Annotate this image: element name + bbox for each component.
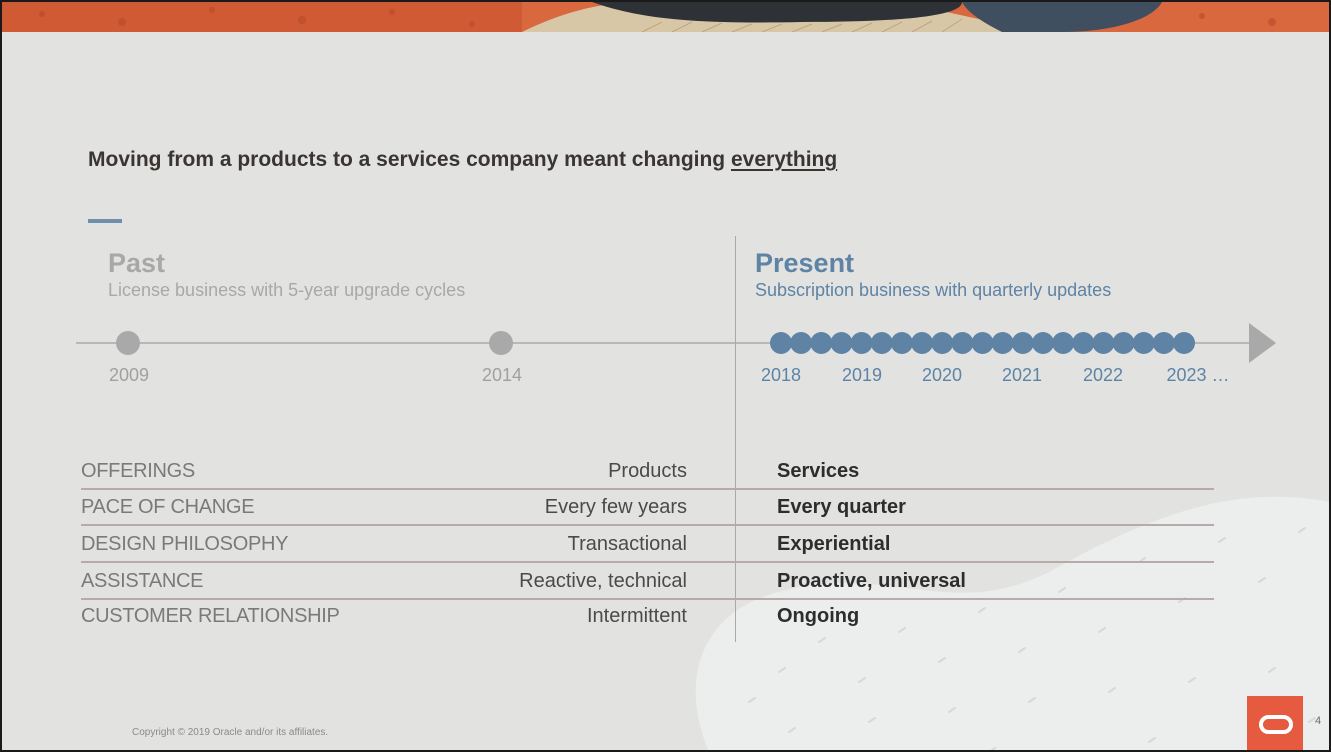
row-divider bbox=[81, 561, 1214, 563]
present-heading: Present bbox=[755, 248, 855, 278]
row-present-value: Every quarter bbox=[777, 496, 906, 518]
present-dot bbox=[1032, 332, 1054, 354]
row-present-value: Services bbox=[777, 460, 860, 482]
present-dot bbox=[971, 332, 994, 354]
year-label-2021: 2021 bbox=[1001, 365, 1043, 385]
present-dot bbox=[1173, 332, 1195, 354]
row-past-value: Reactive, technical bbox=[519, 570, 687, 592]
year-label-2009: 2009 bbox=[108, 365, 150, 385]
present-dot bbox=[1112, 332, 1135, 354]
row-present-value: Proactive, universal bbox=[777, 570, 966, 592]
present-dot bbox=[830, 332, 853, 354]
title-emphasis: everything bbox=[730, 148, 838, 171]
table-row: ASSISTANCE Reactive, technical Proactive… bbox=[81, 564, 1214, 600]
present-dot bbox=[1011, 332, 1034, 354]
row-past-value: Every few years bbox=[544, 496, 687, 518]
present-dot bbox=[1132, 332, 1155, 354]
table-row: CUSTOMER RELATIONSHIP Intermittent Ongoi… bbox=[81, 599, 1214, 635]
year-label-2018: 2018 bbox=[760, 365, 802, 385]
present-dot bbox=[991, 332, 1014, 354]
table-row: DESIGN PHILOSOPHY Transactional Experien… bbox=[81, 527, 1214, 563]
copyright-text: Copyright © 2019 Oracle and/or its affil… bbox=[132, 727, 329, 738]
timeline-arrow-icon bbox=[1249, 323, 1276, 363]
present-dot bbox=[931, 332, 954, 354]
row-label: PACE OF CHANGE bbox=[81, 496, 255, 518]
present-dot bbox=[951, 332, 974, 354]
past-dot-2009 bbox=[116, 331, 140, 355]
row-divider bbox=[81, 524, 1214, 526]
logo-ring bbox=[1259, 715, 1293, 734]
past-dot-2014 bbox=[489, 331, 513, 355]
row-past-value: Intermittent bbox=[586, 605, 687, 627]
present-dot bbox=[890, 332, 913, 354]
oracle-logo-icon bbox=[1247, 696, 1303, 750]
year-label-2014: 2014 bbox=[481, 365, 523, 385]
present-dot bbox=[790, 332, 813, 354]
past-present-divider bbox=[735, 236, 736, 642]
row-label: CUSTOMER RELATIONSHIP bbox=[81, 605, 340, 627]
table-row: PACE OF CHANGE Every few years Every qua… bbox=[81, 490, 1214, 526]
row-past-value: Products bbox=[608, 460, 687, 482]
year-label-2023: 2023 … bbox=[1166, 365, 1230, 385]
timeline bbox=[76, 323, 1276, 363]
row-divider bbox=[81, 598, 1214, 600]
present-dots bbox=[770, 332, 1195, 354]
row-label: DESIGN PHILOSOPHY bbox=[81, 533, 289, 555]
table-row: OFFERINGS Products Services bbox=[81, 454, 1214, 490]
present-dot bbox=[850, 332, 873, 354]
year-label-2020: 2020 bbox=[921, 365, 963, 385]
decorative-banner bbox=[2, 2, 1329, 32]
present-dot bbox=[770, 332, 792, 354]
present-dot bbox=[1152, 332, 1175, 354]
row-present-value: Experiential bbox=[777, 533, 891, 555]
row-label: OFFERINGS bbox=[81, 460, 195, 482]
present-dot bbox=[1052, 332, 1075, 354]
past-heading: Past bbox=[108, 248, 166, 278]
present-dot bbox=[870, 332, 893, 354]
year-label-2019: 2019 bbox=[841, 365, 883, 385]
present-dot bbox=[1072, 332, 1095, 354]
accent-bar bbox=[88, 219, 122, 223]
present-subtitle: Subscription business with quarterly upd… bbox=[755, 280, 1112, 300]
row-present-value: Ongoing bbox=[777, 605, 860, 627]
present-dot bbox=[1092, 332, 1115, 354]
past-subtitle: License business with 5-year upgrade cyc… bbox=[108, 280, 466, 300]
row-divider bbox=[81, 488, 1214, 490]
page-number: 4 bbox=[1315, 715, 1322, 727]
row-label: ASSISTANCE bbox=[81, 570, 204, 592]
present-dot bbox=[911, 332, 933, 354]
decorative-texture bbox=[695, 496, 1329, 750]
slide-title: Moving from a products to a services com… bbox=[88, 148, 837, 172]
present-dot bbox=[810, 332, 833, 354]
title-text: Moving from a products to a services com… bbox=[88, 148, 731, 171]
row-past-value: Transactional bbox=[567, 533, 687, 555]
year-label-2022: 2022 bbox=[1082, 365, 1124, 385]
